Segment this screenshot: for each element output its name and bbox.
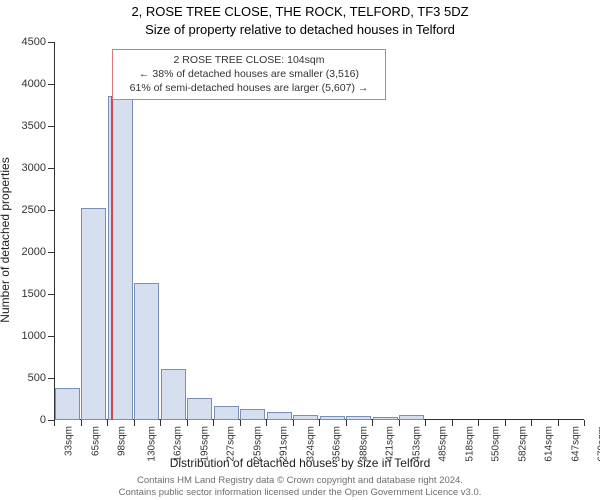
y-tick bbox=[48, 42, 54, 43]
x-tick bbox=[558, 420, 559, 426]
x-tick bbox=[399, 420, 400, 426]
x-tick-label: 65sqm bbox=[90, 426, 101, 456]
legend-box: 2 ROSE TREE CLOSE: 104sqm← 38% of detach… bbox=[112, 49, 386, 100]
x-tick bbox=[478, 420, 479, 426]
histogram-bar bbox=[399, 415, 424, 420]
chart-footer: Contains HM Land Registry data © Crown c… bbox=[0, 475, 600, 498]
x-tick bbox=[54, 420, 55, 426]
footer-line2: Contains public sector information licen… bbox=[119, 487, 482, 498]
y-tick bbox=[48, 126, 54, 127]
y-tick-label: 500 bbox=[28, 372, 46, 384]
histogram-bar bbox=[240, 409, 265, 420]
x-axis-label: Distribution of detached houses by size … bbox=[0, 456, 600, 470]
x-tick-label: 98sqm bbox=[117, 426, 128, 456]
x-tick bbox=[213, 420, 214, 426]
x-tick bbox=[425, 420, 426, 426]
y-tick-label: 3500 bbox=[22, 120, 46, 132]
histogram-bar bbox=[267, 412, 292, 420]
chart-title-line1: 2, ROSE TREE CLOSE, THE ROCK, TELFORD, T… bbox=[0, 4, 600, 19]
y-tick bbox=[48, 378, 54, 379]
histogram-bar bbox=[187, 398, 212, 420]
footer-line1: Contains HM Land Registry data © Crown c… bbox=[137, 475, 463, 486]
x-tick bbox=[452, 420, 453, 426]
x-tick bbox=[372, 420, 373, 426]
chart-plot-area: 05001000150020002500300035004000450033sq… bbox=[54, 42, 584, 420]
histogram-bar bbox=[214, 406, 239, 420]
legend-line3: 61% of semi-detached houses are larger (… bbox=[119, 81, 379, 95]
x-tick bbox=[187, 420, 188, 426]
y-tick-label: 0 bbox=[40, 414, 46, 426]
x-tick bbox=[505, 420, 506, 426]
x-tick bbox=[319, 420, 320, 426]
histogram-bar bbox=[320, 416, 345, 420]
y-axis-label: Number of detached properties bbox=[0, 157, 12, 322]
x-tick bbox=[531, 420, 532, 426]
x-tick bbox=[240, 420, 241, 426]
y-tick bbox=[48, 84, 54, 85]
y-tick-label: 4000 bbox=[22, 78, 46, 90]
histogram-bar bbox=[134, 283, 159, 420]
histogram-bar bbox=[373, 417, 398, 420]
legend-line2: ← 38% of detached houses are smaller (3,… bbox=[119, 67, 379, 81]
chart-title-line2: Size of property relative to detached ho… bbox=[0, 22, 600, 37]
legend-line1: 2 ROSE TREE CLOSE: 104sqm bbox=[119, 53, 379, 67]
histogram-bar bbox=[161, 369, 186, 420]
histogram-bar bbox=[346, 416, 371, 420]
y-tick-label: 2500 bbox=[22, 204, 46, 216]
x-tick-label: 33sqm bbox=[64, 426, 75, 456]
y-tick bbox=[48, 294, 54, 295]
y-tick-label: 4500 bbox=[22, 36, 46, 48]
x-tick bbox=[107, 420, 108, 426]
y-tick bbox=[48, 252, 54, 253]
x-tick bbox=[293, 420, 294, 426]
x-tick bbox=[134, 420, 135, 426]
x-tick bbox=[81, 420, 82, 426]
y-tick-label: 1500 bbox=[22, 288, 46, 300]
y-tick bbox=[48, 336, 54, 337]
y-tick-label: 2000 bbox=[22, 246, 46, 258]
property-indicator-line bbox=[111, 96, 113, 420]
y-tick-label: 3000 bbox=[22, 162, 46, 174]
histogram-bar bbox=[293, 415, 318, 420]
y-tick-label: 1000 bbox=[22, 330, 46, 342]
x-tick bbox=[266, 420, 267, 426]
x-tick bbox=[346, 420, 347, 426]
histogram-bar bbox=[81, 208, 106, 420]
x-tick bbox=[584, 420, 585, 426]
histogram-bar bbox=[55, 388, 80, 420]
y-tick bbox=[48, 168, 54, 169]
y-tick bbox=[48, 210, 54, 211]
x-tick bbox=[160, 420, 161, 426]
